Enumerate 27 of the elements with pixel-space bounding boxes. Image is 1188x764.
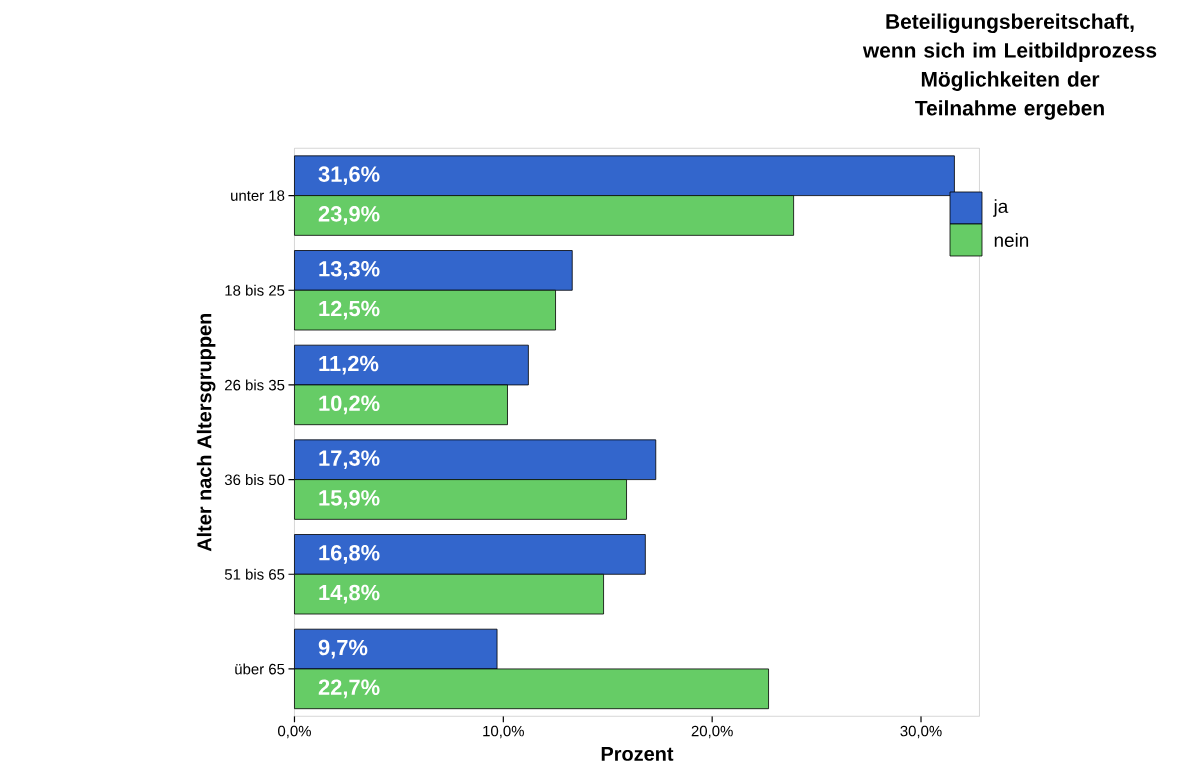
- y-tick-label: 36 bis 50: [224, 474, 285, 485]
- legend-label: nein: [994, 232, 1029, 247]
- data-label: 23,9%: [318, 206, 380, 225]
- data-label: 9,7%: [318, 639, 368, 659]
- legend-label: ja: [993, 199, 1009, 217]
- data-label: 16,8%: [319, 544, 380, 564]
- y-tick-label: 51 bis 65: [224, 568, 285, 580]
- x-tick-label: 0,0%: [278, 725, 311, 739]
- y-tick-label: unter 18: [231, 190, 285, 201]
- x-tick-label: 10,0%: [483, 725, 524, 739]
- y-tick-label: 18 bis 25: [225, 284, 285, 296]
- x-axis-title: Prozent: [601, 746, 674, 761]
- legend-title: Beteiligungsbereitschaft, wenn sich im Leitbildprozess Möglichkeiten der Teilnahme ergeben: [862, 13, 1157, 120]
- data-label: 10,2%: [319, 395, 380, 415]
- data-label: 11,2%: [319, 355, 379, 375]
- x-tick-label: 30,0%: [900, 725, 942, 739]
- data-label: 31,6%: [318, 166, 380, 185]
- data-label: 14,8%: [319, 584, 380, 604]
- y-tick-label: über 65: [235, 663, 285, 675]
- data-label: 15,9%: [319, 490, 380, 509]
- y-tick-label: 26 bis 35: [225, 379, 285, 391]
- data-label: 17,3%: [319, 450, 380, 469]
- data-label: 22,7%: [318, 679, 380, 699]
- data-label: 13,3%: [319, 260, 380, 280]
- data-label: 12,5%: [319, 300, 380, 320]
- x-tick-label: 20,0%: [691, 725, 733, 739]
- y-axis-title: Alter nach Altersgruppen: [196, 313, 216, 552]
